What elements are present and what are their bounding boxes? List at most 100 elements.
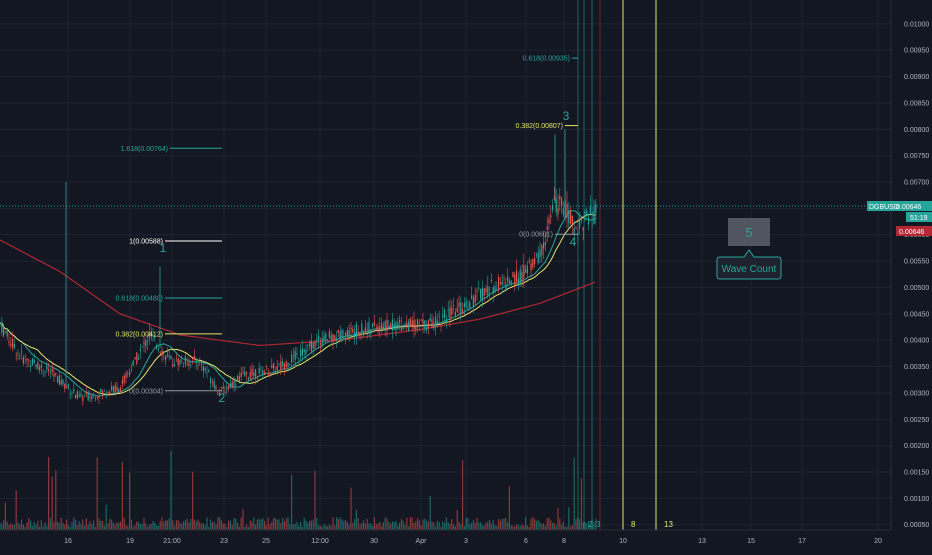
- volume-bar: [456, 509, 458, 530]
- candle-body: [274, 370, 276, 372]
- volume-bar: [427, 521, 429, 530]
- volume-bar: [350, 487, 352, 530]
- candle-body: [548, 218, 550, 224]
- candle-body: [571, 215, 573, 224]
- volume-bar: [404, 524, 406, 530]
- candle-body: [402, 328, 404, 330]
- candle-body: [431, 319, 433, 328]
- wave-label: 3: [563, 109, 570, 123]
- ma-fast-line: [0, 213, 596, 396]
- volume-bar: [451, 519, 453, 530]
- volume-bar: [472, 519, 474, 530]
- volume-bar: [271, 522, 273, 530]
- candle-body: [289, 364, 291, 365]
- volume-bar: [219, 517, 221, 530]
- candle-body: [561, 198, 563, 207]
- volume-bar: [390, 523, 392, 530]
- countdown-bg: [906, 212, 932, 222]
- volume-bar: [282, 518, 284, 530]
- candle-body: [474, 295, 476, 303]
- volume-bar: [543, 523, 545, 530]
- candle-body: [343, 337, 345, 341]
- candle-body: [33, 359, 35, 364]
- volume-bar: [525, 517, 527, 530]
- wave-count-callout[interactable]: 5 Wave Count: [716, 218, 782, 280]
- candle-body: [112, 386, 114, 392]
- candle-body: [282, 361, 284, 367]
- candle-body: [76, 391, 78, 398]
- candle-body: [312, 341, 314, 349]
- candle-body: [420, 320, 422, 322]
- candle-body: [262, 370, 264, 375]
- candle-body: [100, 388, 102, 393]
- volume-bar: [485, 522, 487, 530]
- candle-body: [541, 244, 543, 256]
- volume-bar: [222, 523, 224, 530]
- time-axis[interactable]: 16 19 21:00 23 25 12:00 30 Apr 3 6 8 10 13 15 17 20: [0, 529, 891, 545]
- volume-bar: [408, 526, 410, 530]
- volume-bar: [141, 523, 143, 530]
- volume-bar: [193, 519, 195, 530]
- candle-body: [321, 338, 323, 346]
- candle-body: [589, 206, 591, 213]
- candle-body: [494, 286, 496, 294]
- candle-body: [269, 371, 271, 373]
- candle-body: [465, 301, 467, 307]
- volume-bar: [370, 523, 372, 530]
- volume-bar: [471, 522, 473, 530]
- candle-body: [85, 392, 87, 395]
- volume-bar: [46, 525, 48, 530]
- volume-bar: [519, 526, 521, 530]
- volume-bar: [157, 525, 159, 530]
- price-tick-label: 0.00100: [904, 496, 929, 503]
- candle-body: [103, 389, 105, 391]
- price-tick-label: 0.01000: [904, 21, 929, 28]
- candle-body: [310, 340, 312, 351]
- volume-bar: [73, 517, 75, 530]
- price-tick-label: 0.00150: [904, 470, 929, 477]
- volume-bar: [233, 518, 235, 530]
- time-line-label: 2: [588, 520, 593, 529]
- candle-body: [174, 364, 176, 366]
- candle-body: [66, 386, 68, 389]
- candle-body: [566, 203, 568, 218]
- price-axis[interactable]: 0.01000 0.00950 0.00900 0.00850 0.00800 0.007…: [890, 0, 929, 530]
- volume-bar: [544, 525, 546, 530]
- time-tick-label: 17: [798, 538, 806, 545]
- volume-bar: [505, 517, 507, 530]
- volume-bar: [39, 526, 41, 530]
- volume-bar: [341, 519, 343, 530]
- volume-bar: [132, 526, 134, 530]
- volume-bar: [168, 518, 170, 530]
- candle-body: [489, 289, 491, 290]
- volume-bar: [445, 517, 447, 530]
- volume-bar: [357, 518, 359, 530]
- volume-bar: [174, 525, 176, 530]
- volume-bar: [19, 524, 21, 530]
- candle-body: [206, 372, 208, 374]
- volume-bar: [391, 521, 393, 530]
- volume-bar: [202, 522, 204, 530]
- time-tick-label: 12:00: [311, 538, 329, 545]
- candle-body: [550, 215, 552, 218]
- candle-body: [109, 391, 111, 395]
- candle-body: [17, 352, 19, 354]
- volume-bar: [564, 526, 566, 530]
- price-tick-label: 0.00900: [904, 74, 929, 81]
- volume-bar: [195, 521, 197, 530]
- volume-bar: [161, 517, 163, 530]
- time-tick-label: 10: [619, 538, 627, 545]
- candle-body: [348, 330, 350, 339]
- volume-bar: [307, 522, 309, 530]
- volume-bar: [301, 526, 303, 530]
- candle-body: [530, 263, 532, 271]
- volume-bar: [388, 521, 390, 530]
- candle-body: [562, 208, 564, 216]
- volume-bar: [71, 522, 73, 530]
- candle-body: [298, 357, 300, 359]
- candle-body: [69, 393, 71, 395]
- volume-bar: [375, 524, 377, 530]
- candle-body: [584, 212, 586, 215]
